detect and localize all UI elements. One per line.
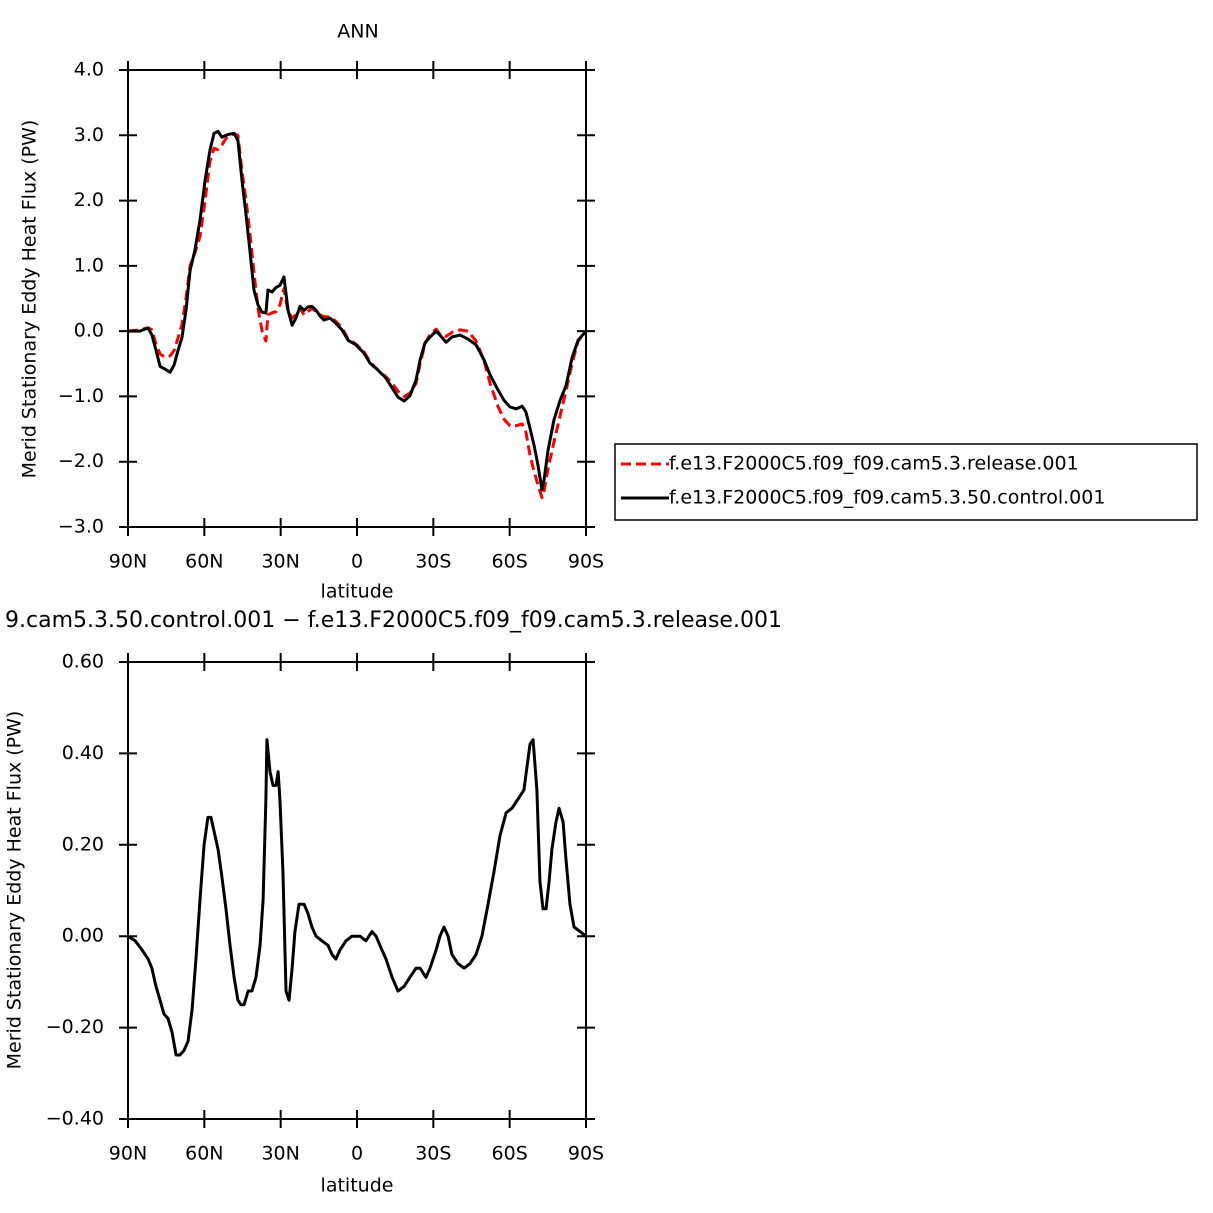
y-tick-label: −0.20 (46, 1016, 104, 1038)
x-tick-label: 90S (568, 1143, 604, 1165)
chart-title: 9.cam5.3.50.control.001 − f.e13.F2000C5.… (5, 608, 782, 633)
y-tick-label: 0.0 (74, 320, 104, 342)
y-tick-label: 3.0 (74, 124, 104, 146)
x-tick-label: 30N (261, 551, 299, 573)
data-line (127, 132, 588, 500)
x-tick-label: 60N (185, 551, 223, 573)
y-tick-label: −0.40 (46, 1108, 104, 1130)
x-tick-label: 60S (492, 551, 528, 573)
x-tick-label: 0 (351, 551, 363, 573)
y-tick-label: 2.0 (74, 189, 104, 211)
x-tick-label: 30S (415, 1143, 451, 1165)
x-tick-label: 60N (185, 1143, 223, 1165)
legend-label: f.e13.F2000C5.f09_f09.cam5.3.50.control.… (669, 487, 1105, 509)
y-tick-label: 0.40 (62, 742, 104, 764)
data-line (127, 738, 587, 1057)
data-line (128, 129, 588, 492)
y-tick-label: −2.0 (58, 450, 104, 472)
legend-box (614, 443, 1198, 521)
y-axis-label: Merid Stationary Eddy Heat Flux (PW) (19, 120, 41, 479)
x-tick-label: 60S (492, 1143, 528, 1165)
y-tick-label: −1.0 (58, 385, 104, 407)
x-tick-label: 90S (568, 551, 604, 573)
plot-frame (127, 69, 587, 528)
y-tick-label: −3.0 (58, 516, 104, 538)
x-tick-label: 0 (351, 1143, 363, 1165)
y-tick-label: 4.0 (74, 59, 104, 81)
x-axis-label: latitude (321, 581, 394, 603)
x-tick-label: 30S (415, 551, 451, 573)
y-tick-label: 0.60 (62, 651, 104, 673)
y-tick-label: 0.00 (62, 925, 104, 947)
x-tick-label: 90N (109, 551, 147, 573)
x-tick-label: 90N (109, 1143, 147, 1165)
y-tick-label: 0.20 (62, 833, 104, 855)
chart-title: ANN (337, 21, 378, 43)
x-axis-label: latitude (321, 1175, 394, 1197)
y-axis-label: Merid Stationary Eddy Heat Flux (PW) (4, 711, 26, 1070)
legend-label: f.e13.F2000C5.f09_f09.cam5.3.release.001 (669, 453, 1079, 475)
plot-frame (127, 661, 587, 1120)
x-tick-label: 30N (261, 1143, 299, 1165)
y-tick-label: 1.0 (74, 254, 104, 276)
